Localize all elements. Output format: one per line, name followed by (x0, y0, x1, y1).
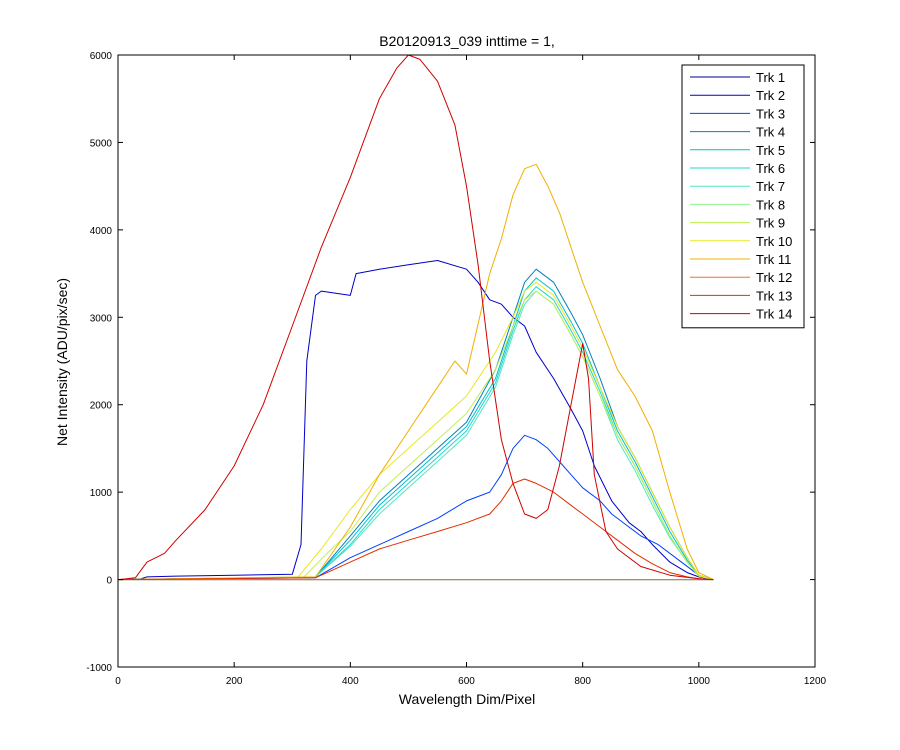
series-line-trk-9 (118, 290, 714, 581)
legend-label-trk-14: Trk 14 (756, 307, 792, 322)
y-tick-label: -1000 (86, 663, 112, 674)
x-tick-label: 400 (342, 676, 359, 687)
x-tick-label: 1200 (804, 676, 827, 687)
x-tick-label: 200 (226, 676, 243, 687)
y-tick-label: 3000 (90, 313, 113, 324)
axis-ticks: 0 200 400 600 800 1000 1200-100001000200030004… (86, 51, 826, 687)
legend-label-trk-8: Trk 8 (756, 197, 785, 212)
series-line-trk-3 (118, 434, 714, 581)
x-tick-label: 1000 (688, 676, 711, 687)
series-line-trk-13 (118, 478, 714, 581)
legend-label-trk-9: Trk 9 (756, 216, 785, 231)
legend-label-trk-5: Trk 5 (756, 143, 785, 158)
legend-label-trk-4: Trk 4 (756, 125, 785, 140)
series-line-trk-5 (118, 277, 714, 581)
y-tick-label: 2000 (90, 401, 113, 412)
x-tick-label: 800 (574, 676, 591, 687)
legend-label-trk-12: Trk 12 (756, 270, 792, 285)
legend-label-trk-11: Trk 11 (756, 252, 791, 267)
y-tick-label: 4000 (90, 226, 113, 237)
legend-label-trk-2: Trk 2 (756, 88, 785, 103)
series-line-trk-11 (118, 163, 714, 581)
series-line-trk-14 (118, 55, 714, 581)
legend-box (681, 64, 805, 329)
legend-label-trk-7: Trk 7 (756, 179, 785, 194)
y-tick-label: 6000 (90, 51, 113, 62)
y-tick-label: 1000 (90, 488, 113, 499)
series-layer (118, 55, 714, 581)
legend-label-trk-13: Trk 13 (756, 288, 792, 303)
series-line-trk-2 (118, 260, 714, 581)
chart-title: B20120913_039 inttime = 1, (379, 33, 555, 49)
y-axis-label: Net Intensity (ADU/pix/sec) (54, 278, 70, 446)
legend-label-trk-3: Trk 3 (756, 106, 785, 121)
y-tick-label: 0 (106, 576, 112, 587)
x-tick-label: 600 (458, 676, 475, 687)
x-tick-label: 0 (115, 676, 121, 687)
legend-label-trk-1: Trk 1 (756, 70, 785, 85)
legend: Trk 1 Trk 2 Trk 3 Trk 4 Trk 5 Trk 6 Trk 7 Trk 8… (681, 64, 805, 329)
series-line-trk-10 (118, 281, 714, 581)
legend-label-trk-10: Trk 10 (756, 234, 792, 249)
x-axis-label: Wavelength Dim/Pixel (399, 691, 535, 707)
legend-label-trk-6: Trk 6 (756, 161, 785, 176)
y-tick-label: 5000 (90, 138, 113, 149)
